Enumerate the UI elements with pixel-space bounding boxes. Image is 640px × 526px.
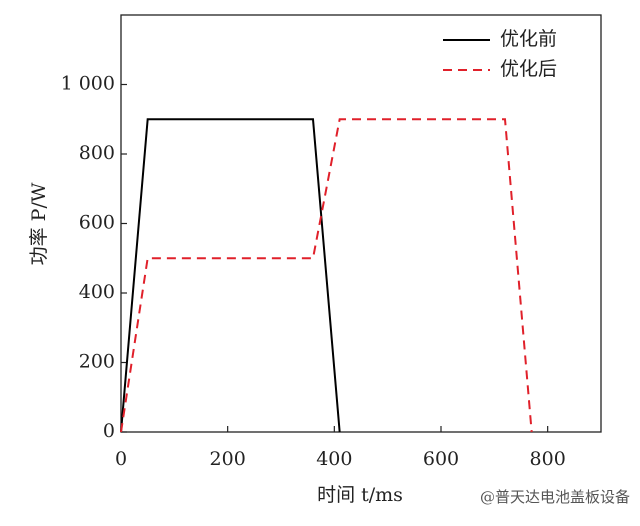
x-axis-label: 时间 t/ms [317,484,403,506]
y-tick-label: 0 [103,420,115,442]
x-tick-label: 0 [115,448,127,470]
x-tick-label: 400 [316,448,352,470]
y-tick-label: 800 [79,142,115,164]
y-tick-label: 400 [79,281,115,303]
series-line [120,118,533,433]
x-tick-label: 600 [423,448,459,470]
y-tick-label: 200 [79,351,115,373]
x-tick-label: 800 [530,448,566,470]
x-tick-label: 200 [210,448,246,470]
watermark: @普天达电池盖板设备 [480,488,630,506]
y-axis-label: 功率 P/W [28,182,50,265]
legend-label: 优化后 [500,58,557,80]
y-tick-label: 600 [79,212,115,234]
y-tick-label: 1 000 [61,73,115,95]
legend-label: 优化前 [500,28,557,50]
series-line [120,118,341,433]
